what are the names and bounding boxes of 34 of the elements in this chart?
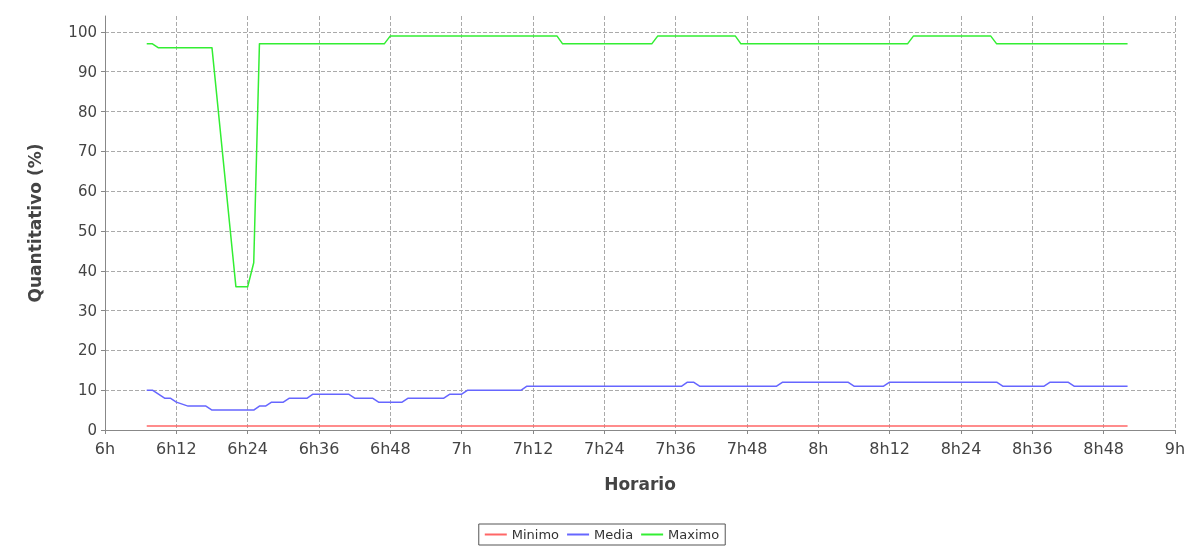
x-tick-label: 8h24 [940,438,982,458]
y-tick-label: 100 [68,22,97,41]
y-tick-label: 0 [87,421,97,439]
line-series [145,381,1129,411]
y-tick-label: 90 [77,62,97,81]
x-tick-label: 6h24 [227,438,269,458]
x-tick-label: 7h24 [583,438,625,458]
legend-label: Minimo [511,527,560,542]
legend-label: Media [594,527,634,542]
x-tick-label: 6h [94,438,116,458]
y-tick-label: 50 [77,221,97,240]
y-tick-label: 40 [77,261,97,280]
y-tick-label: 20 [77,341,97,360]
x-tick-label: 8h12 [869,438,911,458]
x-tick-label: 8h36 [1011,438,1053,458]
y-tick-label: 80 [77,102,97,121]
x-tick-label: 8h48 [1083,438,1125,458]
x-tick-label: 6h48 [369,438,411,458]
x-tick-label: 6h12 [155,438,197,458]
y-tick-label: 60 [77,182,97,201]
x-tick-label: 7h12 [512,438,554,458]
legend-label: Maximo [668,527,720,542]
x-tick-label: 7h [451,438,472,458]
y-tick-label: 30 [77,301,97,320]
x-tick-label: 6h36 [298,438,340,458]
x-axis-title: Horario [604,473,676,494]
x-tick-label: 7h36 [655,438,697,458]
x-tick-label: 7h48 [726,438,768,458]
y-tick-label: 10 [77,381,97,400]
x-tick-label: 9h [1164,438,1186,458]
y-axis-title: Quantitativo (%) [24,143,45,303]
x-tick-label: 8h [808,438,829,458]
line-series [145,35,1129,288]
y-tick-label: 70 [77,142,97,161]
